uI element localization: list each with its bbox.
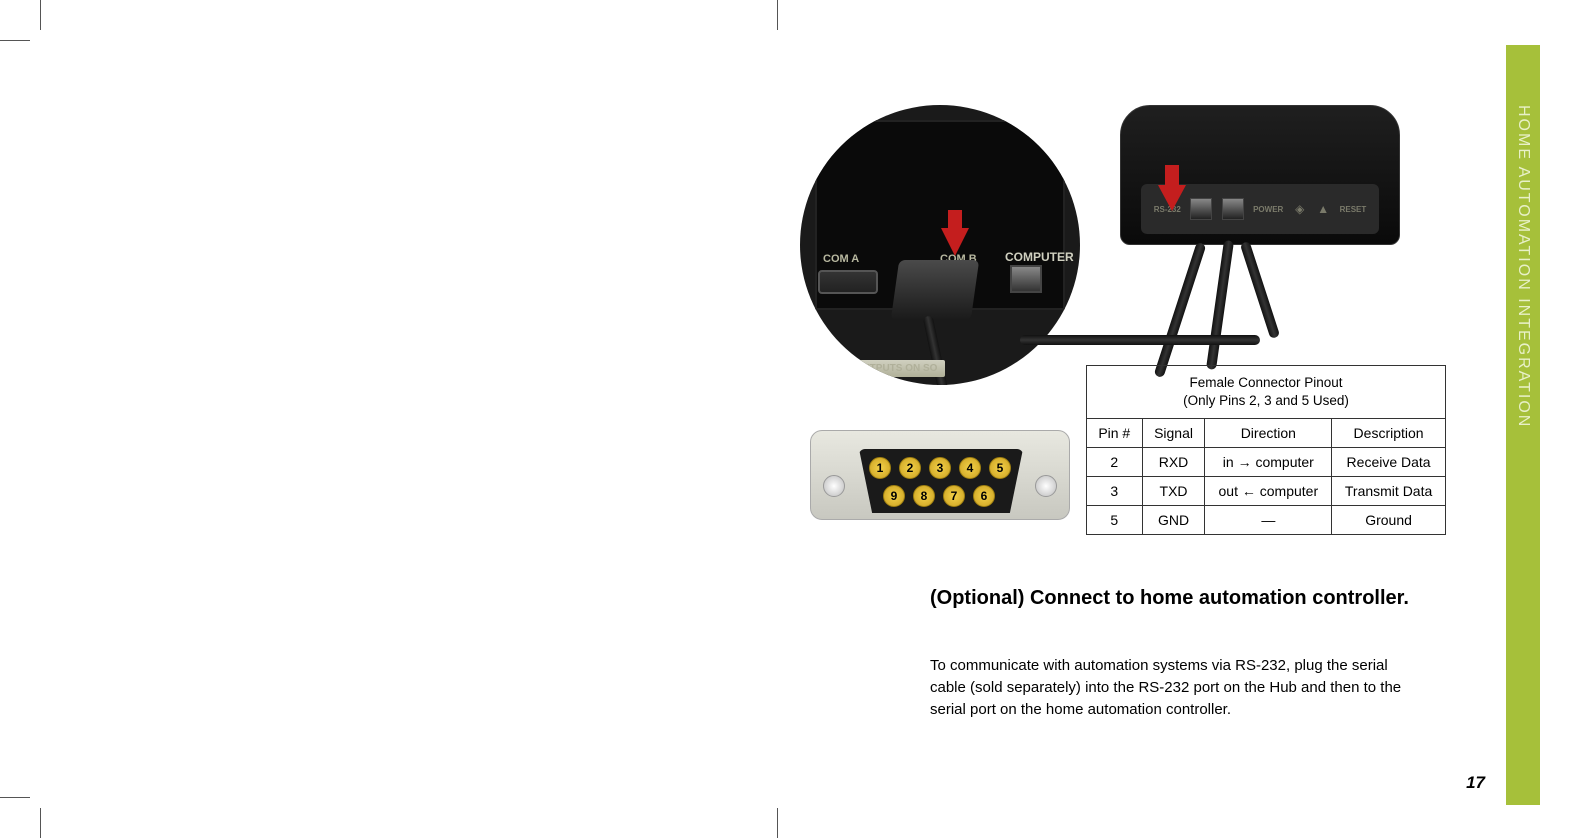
pin-9: 9 <box>883 485 905 507</box>
pin-7: 7 <box>943 485 965 507</box>
pin-3: 3 <box>929 457 951 479</box>
cell-pin: 5 <box>1087 506 1143 535</box>
pin-1: 1 <box>869 457 891 479</box>
db9-connector-diagram: 1 2 3 4 5 9 8 7 6 <box>810 420 1070 520</box>
hub-arrow-stem <box>1165 165 1179 187</box>
hub-reset-label: RESET <box>1340 205 1367 214</box>
cell-pin: 2 <box>1087 448 1143 477</box>
table-header-row: Pin # Signal Direction Description <box>1087 419 1446 448</box>
table-row: 5 GND — Ground <box>1087 506 1446 535</box>
col-desc: Description <box>1332 419 1446 448</box>
cell-pin: 3 <box>1087 477 1143 506</box>
cell-sig: TXD <box>1142 477 1205 506</box>
section-tab-text: HOME AUTOMATION INTEGRATION <box>1514 45 1532 428</box>
serial-port-a <box>818 270 878 294</box>
label-computer: COMPUTER <box>1005 250 1074 264</box>
hub-arrow-down-icon <box>1158 185 1186 211</box>
section-tab: HOME AUTOMATION INTEGRATION <box>1506 45 1540 805</box>
hub-cable-1 <box>1154 242 1207 378</box>
cell-desc: Receive Data <box>1332 448 1446 477</box>
pin-2: 2 <box>899 457 921 479</box>
col-direction: Direction <box>1205 419 1332 448</box>
hub-power-label: POWER <box>1253 205 1283 214</box>
cell-sig: GND <box>1142 506 1205 535</box>
pin-5: 5 <box>989 457 1011 479</box>
col-pin: Pin # <box>1087 419 1143 448</box>
serial-plug <box>891 260 979 320</box>
step-body: To communicate with automation systems v… <box>930 655 1420 720</box>
col-signal: Signal <box>1142 419 1205 448</box>
hub-device: RS-232 POWER ◈ ▲ RESET <box>1120 105 1400 245</box>
rj45-computer <box>1010 265 1042 293</box>
page: HOME AUTOMATION INTEGRATION COM A COM B … <box>780 45 1540 805</box>
pin-row-bottom: 9 8 7 6 <box>883 485 995 507</box>
pin-4: 4 <box>959 457 981 479</box>
cell-desc: Ground <box>1332 506 1446 535</box>
warning-icon: ▲ <box>1316 202 1330 216</box>
screw-left <box>823 475 845 497</box>
wifi-icon: ◈ <box>1293 202 1307 216</box>
hub-ethernet-port <box>1222 198 1244 220</box>
cell-dir: — <box>1205 506 1332 535</box>
page-number: 17 <box>1466 773 1485 793</box>
connection-cable <box>1020 335 1260 345</box>
table-row: 3 TXD out ← computer Transmit Data <box>1087 477 1446 506</box>
label-com-a: COM A <box>823 253 859 265</box>
hub-cable-3 <box>1240 241 1280 339</box>
cell-dir: in → computer <box>1205 448 1332 477</box>
arrow-down-icon-head <box>941 228 969 256</box>
pinout-title-1: Female Connector Pinout <box>1189 375 1342 390</box>
pin-6: 6 <box>973 485 995 507</box>
pin-row-top: 1 2 3 4 5 <box>869 457 1011 479</box>
pin-8: 8 <box>913 485 935 507</box>
pinout-table: Female Connector Pinout (Only Pins 2, 3 … <box>1086 365 1446 535</box>
screw-right <box>1035 475 1057 497</box>
table-title-row: Female Connector Pinout (Only Pins 2, 3 … <box>1087 366 1446 419</box>
outputs-strip: 3 (OUTPUTS ON SO <box>835 360 945 377</box>
hub-cable-2 <box>1206 240 1234 370</box>
cell-sig: RXD <box>1142 448 1205 477</box>
pinout-title-2: (Only Pins 2, 3 and 5 Used) <box>1183 393 1349 408</box>
cell-desc: Transmit Data <box>1332 477 1446 506</box>
arrow-down-icon <box>948 210 962 230</box>
step-heading: (Optional) Connect to home automation co… <box>930 585 1410 611</box>
hub-rs232-port <box>1190 198 1212 220</box>
table-row: 2 RXD in → computer Receive Data <box>1087 448 1446 477</box>
cell-dir: out ← computer <box>1205 477 1332 506</box>
